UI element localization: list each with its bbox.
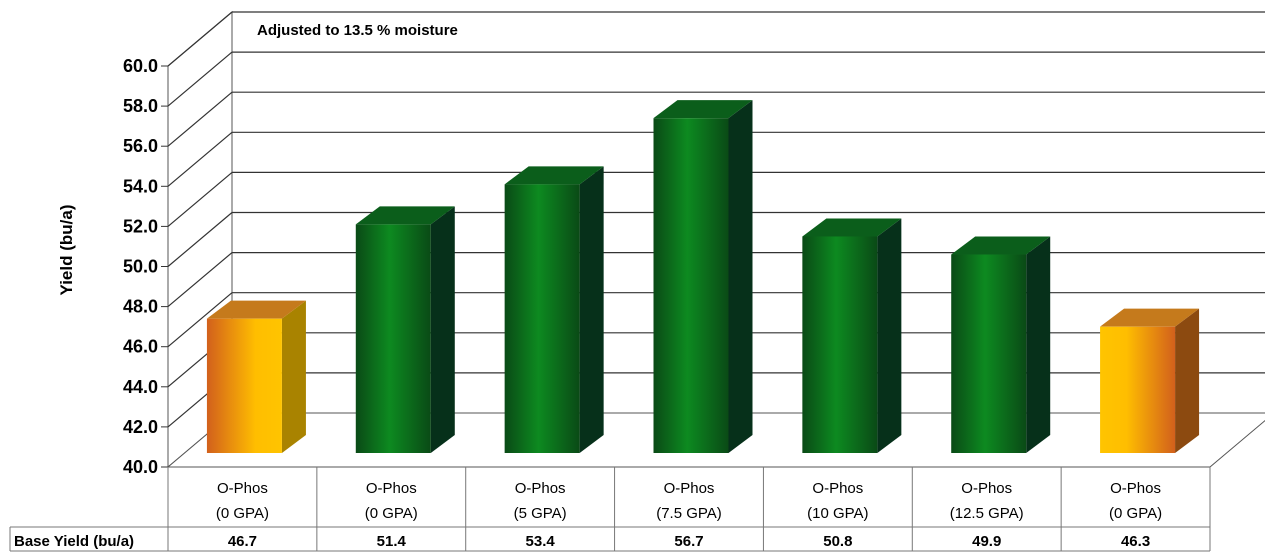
bar-front (206, 318, 282, 453)
table-cell-value: 46.7 (228, 533, 257, 550)
category-label: (0 GPA) (365, 505, 418, 522)
y-axis-label: Yield (bu/a) (57, 205, 76, 296)
bar-side (728, 100, 753, 453)
bar-front (653, 118, 729, 453)
bar-side (281, 300, 306, 453)
y-tick-label: 56.0 (123, 136, 158, 156)
gridline-side (167, 131, 233, 187)
category-label: (10 GPA) (807, 505, 868, 522)
bar (1100, 308, 1200, 453)
bar (951, 236, 1051, 453)
gridline-side (167, 252, 233, 308)
gridline-side (167, 11, 233, 67)
category-label: O-Phos (961, 480, 1012, 497)
bar (504, 166, 604, 453)
bar-side (1175, 308, 1200, 453)
category-label: O-Phos (366, 480, 417, 497)
table-row-label: Base Yield (bu/a) (14, 533, 134, 550)
bar-front (802, 236, 878, 453)
bar (355, 206, 455, 453)
bar-front (355, 224, 431, 453)
category-label: (7.5 GPA) (656, 505, 722, 522)
bar-top (504, 166, 604, 185)
y-tick-label: 54.0 (123, 176, 158, 196)
bar (206, 300, 306, 453)
y-tick-label: 50.0 (123, 257, 158, 277)
bar-top (802, 218, 902, 237)
table-cell-value: 51.4 (377, 533, 407, 550)
category-label: O-Phos (664, 480, 715, 497)
bar-side (579, 166, 604, 453)
moisture-annotation: Adjusted to 13.5 % moisture (257, 22, 458, 39)
bar-side (430, 206, 455, 453)
bars (206, 100, 1200, 453)
y-axis-ticks: 40.0 42.0 44.0 46.0 48.0 50.0 52.0 54.0 56.0 58.0… (123, 56, 168, 477)
y-tick-label: 58.0 (123, 96, 158, 116)
data-table: O-Phos (0 GPA) 46.7 O-Phos (0 GPA) 51.4 O-Phos… (9, 467, 1211, 552)
table-cell-value: 46.3 (1121, 533, 1150, 550)
category-label: O-Phos (515, 480, 566, 497)
table-cell-value: 49.9 (972, 533, 1001, 550)
y-tick-label: 40.0 (123, 457, 158, 477)
category-label: O-Phos (217, 480, 268, 497)
table-cell-value: 56.7 (674, 533, 703, 550)
table-cell-value: 50.8 (823, 533, 852, 550)
bar-top (951, 236, 1051, 255)
bar-top (1100, 308, 1200, 327)
bar-side (1026, 236, 1051, 453)
y-tick-label: 44.0 (123, 377, 158, 397)
y-tick-label: 60.0 (123, 56, 158, 76)
table-cell-value: 53.4 (526, 533, 556, 550)
bar-front (504, 184, 580, 453)
gridline-side (167, 212, 233, 267)
y-tick-label: 48.0 (123, 297, 158, 317)
gridline-side (167, 171, 233, 227)
category-label: (0 GPA) (1109, 505, 1162, 522)
bar-side (877, 218, 902, 453)
y-tick-label: 52.0 (123, 216, 158, 236)
category-label: O-Phos (812, 480, 863, 497)
category-label: (12.5 GPA) (950, 505, 1024, 522)
gridline-side (167, 51, 233, 107)
gridline-side (167, 91, 233, 147)
gridline-side (167, 292, 233, 348)
bar-top (206, 300, 306, 319)
bar-front (1100, 326, 1176, 453)
bar-top (653, 100, 753, 119)
bar-top (355, 206, 455, 225)
category-label: (5 GPA) (514, 505, 567, 522)
category-label: (0 GPA) (216, 505, 269, 522)
bar (802, 218, 902, 453)
category-label: O-Phos (1110, 480, 1161, 497)
bar (653, 100, 753, 453)
y-tick-label: 42.0 (123, 417, 158, 437)
bar-front (951, 254, 1027, 453)
y-tick-label: 46.0 (123, 337, 158, 357)
